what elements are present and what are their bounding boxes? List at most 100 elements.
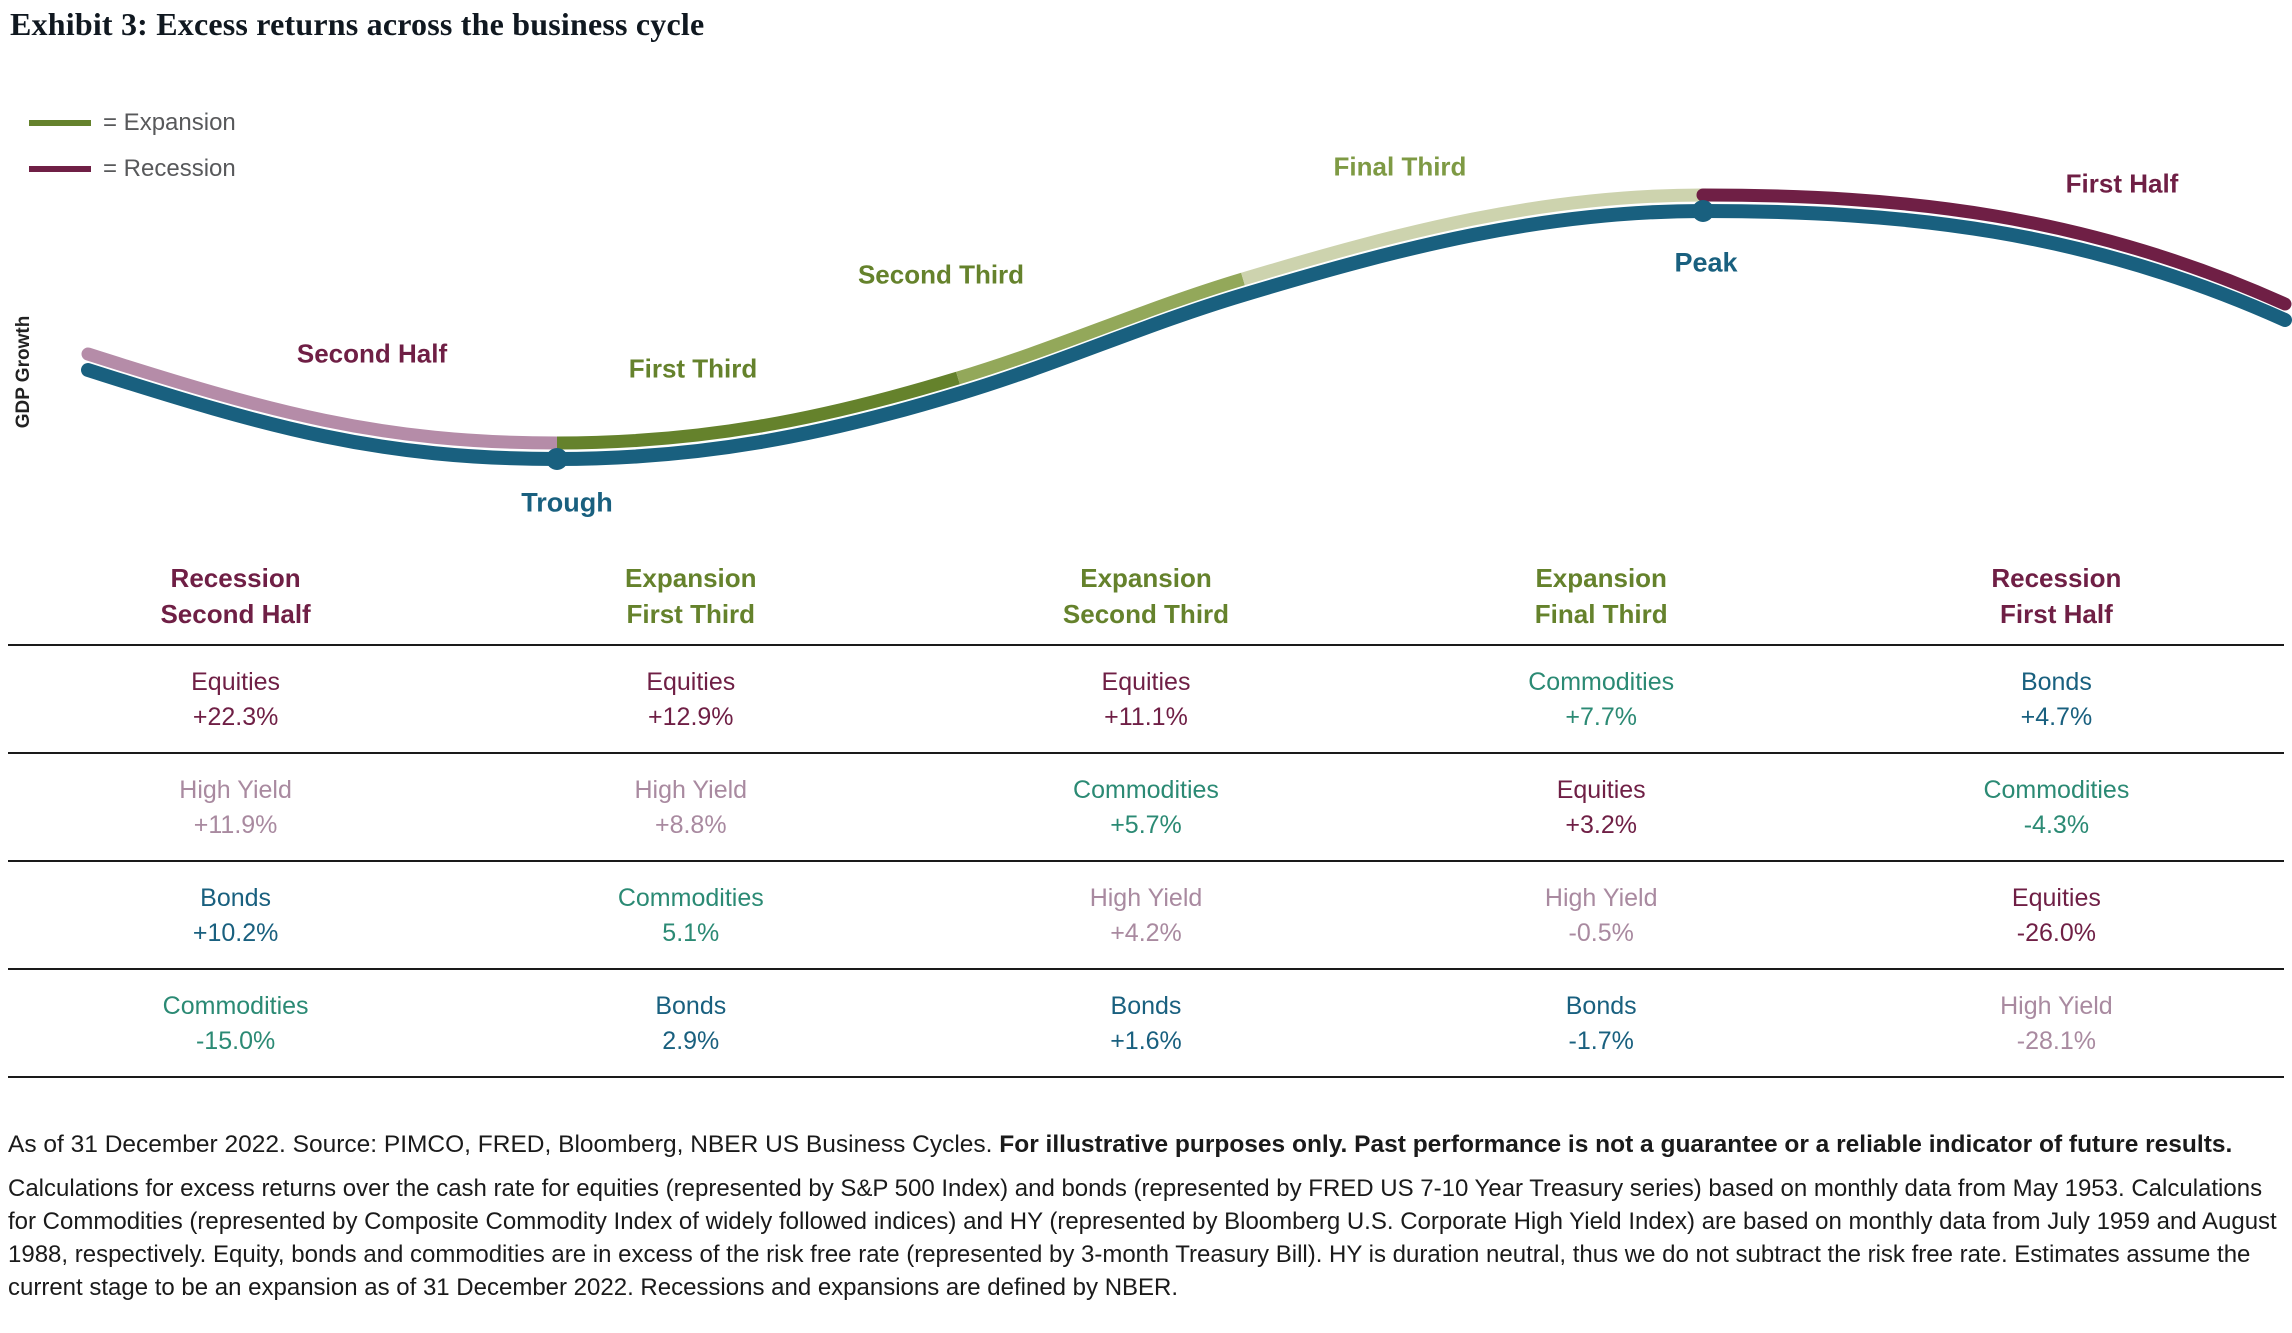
phase-type: Expansion — [625, 563, 757, 593]
expansion-first-third-segment — [556, 371, 960, 450]
footnote-source-line: As of 31 December 2022. Source: PIMCO, F… — [8, 1128, 2284, 1162]
peak-marker — [1692, 200, 1714, 222]
recession-second-half-segment — [81, 347, 564, 450]
asset-name: High Yield — [1544, 884, 1658, 912]
asset-name: Bonds — [655, 992, 727, 1020]
footnote-disclaimer-text: For illustrative purposes only. Past per… — [999, 1131, 2233, 1158]
asset-value: +22.3% — [192, 703, 279, 731]
asset-name: Equities — [1101, 668, 1191, 696]
phase-type: Recession — [170, 563, 301, 593]
table-row: Commodities -15.0% Bonds 2.9% Bonds +1.6… — [8, 968, 2284, 1078]
table-cell: Commodities -15.0% — [8, 970, 463, 1076]
phase-type: Expansion — [1535, 563, 1667, 593]
table-cell: Equities +11.1% — [918, 646, 1373, 752]
table-cell: Bonds +1.6% — [918, 970, 1373, 1076]
page-title: Exhibit 3: Excess returns across the bus… — [10, 6, 705, 42]
asset-name: Bonds — [1110, 992, 1182, 1020]
asset-value: +12.9% — [648, 703, 734, 731]
column-header: Recession Second Half — [8, 556, 463, 644]
asset-value: +4.2% — [1110, 919, 1182, 947]
asset-name: Commodities — [617, 884, 764, 912]
column-header: Expansion First Third — [463, 556, 918, 644]
asset-value: +8.8% — [654, 811, 727, 839]
asset-name: Bonds — [1565, 992, 1637, 1020]
business-cycle-chart — [81, 188, 2292, 470]
phase-stage: First Third — [626, 599, 756, 629]
asset-name: Commodities — [162, 992, 309, 1020]
asset-value: +1.6% — [1110, 1027, 1182, 1055]
asset-value: -28.1% — [2016, 1027, 2096, 1055]
asset-name: High Yield — [2000, 992, 2113, 1020]
column-header: Expansion Second Third — [918, 556, 1373, 644]
expansion-swatch-rect — [29, 120, 91, 126]
asset-value: -4.3% — [2023, 811, 2090, 839]
label-second-third: Second Third — [857, 259, 1025, 290]
label-first-half: First Half — [2065, 168, 2179, 199]
recession-swatch-rect — [29, 166, 91, 172]
table-cell: Commodities -4.3% — [1829, 754, 2284, 860]
phase-type: Expansion — [1080, 563, 1212, 593]
asset-value: +3.2% — [1565, 811, 1637, 839]
recession-first-half-segment — [1696, 188, 2292, 311]
table-cell: High Yield +8.8% — [463, 754, 918, 860]
asset-name: Bonds — [2020, 668, 2092, 696]
column-header: Expansion Final Third — [1374, 556, 1829, 644]
asset-name: Commodities — [1983, 776, 2130, 804]
returns-table: Recession Second Half Expansion First Th… — [8, 556, 2284, 1078]
asset-name: Commodities — [1073, 776, 1219, 804]
table-cell: Bonds +4.7% — [1829, 646, 2284, 752]
table-cell: High Yield -0.5% — [1374, 862, 1829, 968]
expansion-second-third-segment — [956, 272, 1245, 385]
asset-value: +5.7% — [1110, 811, 1182, 839]
asset-value: -1.7% — [1568, 1027, 1634, 1055]
asset-value: 2.9% — [662, 1027, 720, 1055]
table-cell: High Yield +11.9% — [8, 754, 463, 860]
phase-stage: First Half — [2000, 599, 2113, 629]
footnote-methodology-text: Calculations for excess returns over the… — [8, 1175, 2277, 1301]
footnote: As of 31 December 2022. Source: PIMCO, F… — [8, 1128, 2284, 1304]
asset-value: -26.0% — [2016, 919, 2096, 947]
recession-line-swatch — [29, 166, 91, 172]
asset-name: Commodities — [1528, 668, 1675, 696]
phase-stage: Second Half — [160, 599, 311, 629]
table-cell: Commodities +7.7% — [1374, 646, 1829, 752]
label-final-third: Final Third — [1333, 151, 1467, 182]
asset-value: 5.1% — [662, 919, 720, 947]
table-cell: High Yield +4.2% — [918, 862, 1373, 968]
table-cell: Equities +12.9% — [463, 646, 918, 752]
expansion-final-third-segment — [1241, 188, 1704, 286]
table-row: High Yield +11.9% High Yield +8.8% Commo… — [8, 752, 2284, 860]
asset-name: High Yield — [179, 776, 292, 804]
footnote-source-text: As of 31 December 2022. Source: PIMCO, F… — [8, 1131, 1000, 1158]
asset-value: +11.1% — [1104, 703, 1188, 731]
phase-stage: Second Third — [1062, 599, 1230, 629]
phase-stage: Final Third — [1534, 599, 1668, 629]
table-cell: Bonds +10.2% — [8, 862, 463, 968]
asset-name: High Yield — [634, 776, 748, 804]
asset-name: High Yield — [1089, 884, 1203, 912]
table-cell: Equities +3.2% — [1374, 754, 1829, 860]
asset-value: -15.0% — [195, 1027, 276, 1055]
label-peak: Peak — [1674, 247, 1738, 278]
trough-marker — [546, 448, 568, 470]
legend-label-recession: = Recession — [103, 155, 236, 182]
label-trough: Trough — [521, 487, 613, 518]
expansion-line-swatch — [29, 120, 91, 126]
asset-name: Equities — [646, 668, 736, 696]
asset-name: Bonds — [200, 884, 272, 912]
table-cell: Bonds 2.9% — [463, 970, 918, 1076]
table-cell: Bonds -1.7% — [1374, 970, 1829, 1076]
table-header-row: Recession Second Half Expansion First Th… — [8, 556, 2284, 644]
gdp-growth-curve — [81, 203, 2292, 467]
table-cell: Commodities 5.1% — [463, 862, 918, 968]
table-cell: High Yield -28.1% — [1829, 970, 2284, 1076]
legend-item-expansion: = Expansion — [29, 106, 236, 140]
column-header: Recession First Half — [1829, 556, 2284, 644]
table-cell: Equities -26.0% — [1829, 862, 2284, 968]
table-row: Bonds +10.2% Commodities 5.1% High Yield… — [8, 860, 2284, 968]
table-cell: Commodities +5.7% — [918, 754, 1373, 860]
asset-value: +10.2% — [192, 919, 279, 947]
phase-type: Recession — [1991, 563, 2122, 593]
legend-item-recession: = Recession — [29, 152, 236, 186]
